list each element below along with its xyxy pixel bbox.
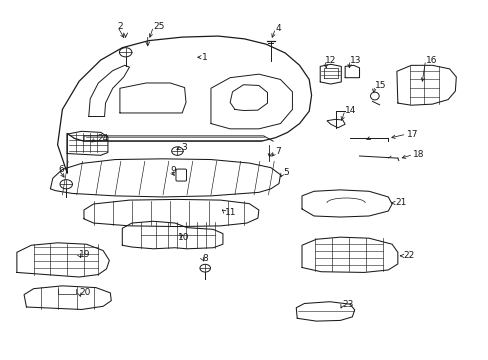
Text: 9: 9: [170, 166, 176, 175]
Text: 22: 22: [403, 251, 414, 260]
Text: 24: 24: [97, 134, 108, 143]
Text: 6: 6: [59, 165, 64, 174]
Text: 7: 7: [275, 147, 281, 156]
Text: 23: 23: [342, 300, 353, 309]
Text: 14: 14: [345, 105, 356, 114]
Text: 8: 8: [202, 254, 208, 263]
FancyBboxPatch shape: [176, 169, 186, 181]
Text: 4: 4: [275, 24, 281, 33]
Text: 20: 20: [79, 288, 90, 297]
Text: 18: 18: [412, 150, 424, 159]
Text: 12: 12: [325, 55, 336, 64]
Text: 19: 19: [79, 250, 90, 259]
Text: 10: 10: [178, 233, 189, 242]
Text: 15: 15: [374, 81, 386, 90]
Text: 17: 17: [406, 130, 417, 139]
Text: 1: 1: [202, 53, 208, 62]
Text: 3: 3: [181, 143, 186, 152]
Text: 5: 5: [282, 168, 288, 177]
Text: 25: 25: [153, 22, 164, 31]
Text: 13: 13: [349, 55, 361, 64]
Text: 2: 2: [117, 22, 123, 31]
Text: 16: 16: [425, 55, 436, 64]
Text: 21: 21: [395, 198, 406, 207]
Text: 11: 11: [225, 208, 236, 217]
